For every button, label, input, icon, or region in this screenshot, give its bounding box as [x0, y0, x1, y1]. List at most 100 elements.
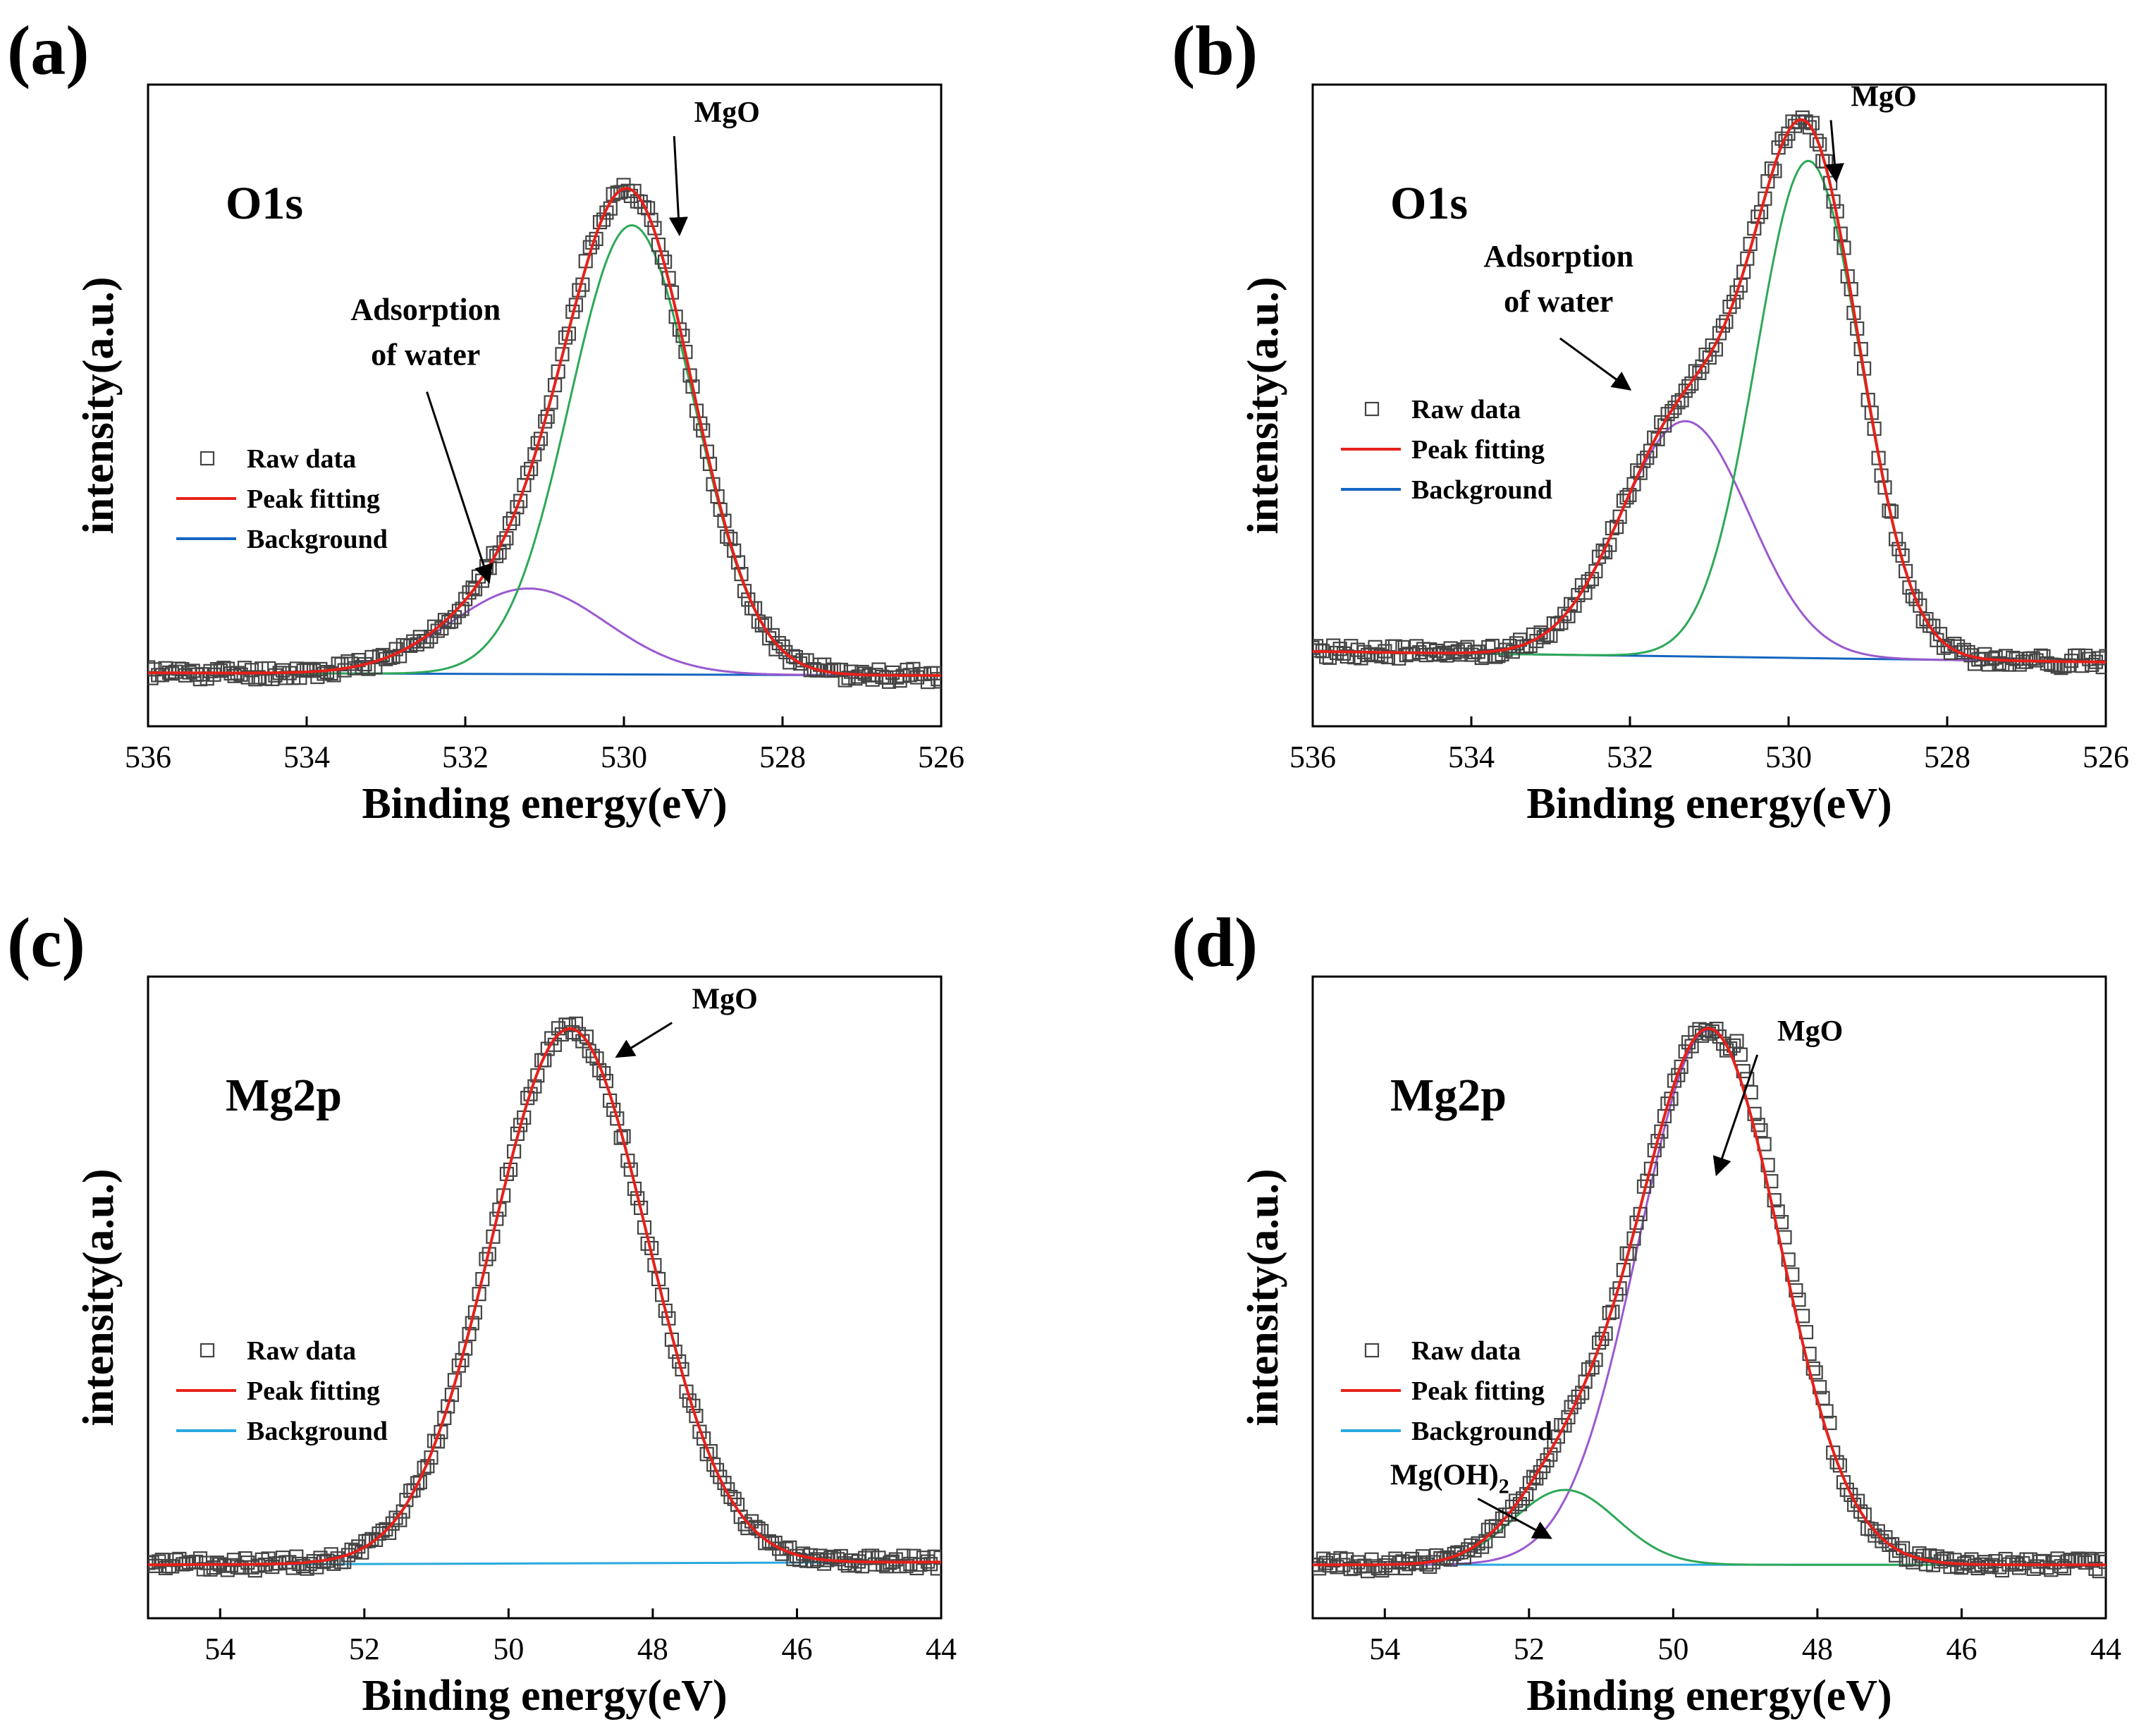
- annotation: MgO: [1825, 80, 1917, 183]
- raw-data-point: [1471, 1536, 1485, 1551]
- peak-fitting-line: [1313, 1027, 2106, 1567]
- raw-data-point: [1429, 643, 1444, 659]
- x-tick-label: 44: [926, 1632, 957, 1666]
- legend-label: Raw data: [1411, 1336, 1521, 1366]
- raw-data-point: [1404, 1551, 1420, 1566]
- raw-data-point: [489, 549, 504, 563]
- raw-data-point: [1567, 1395, 1582, 1410]
- peak-fitting-line: [1313, 118, 2106, 664]
- raw-data-point: [1829, 1455, 1844, 1469]
- x-tick-label: 536: [1289, 740, 1336, 774]
- raw-data-point: [178, 668, 193, 683]
- plot-frame: [147, 975, 943, 1620]
- x-tick-label: 50: [1657, 1632, 1688, 1666]
- legend-label: Raw data: [1411, 395, 1521, 424]
- raw-data-point: [1667, 401, 1682, 415]
- annotation-arrow: [1825, 120, 1844, 183]
- annotation-label: MgO: [1777, 1015, 1843, 1048]
- annotation: Adsorption of water: [1483, 239, 1633, 391]
- legend-symbol-raw-data: [200, 451, 215, 466]
- raw-data-point: [1612, 509, 1627, 524]
- raw-data-point: [1770, 1204, 1785, 1219]
- raw-data-point: [778, 644, 793, 660]
- raw-data-point: [1750, 1118, 1765, 1132]
- raw-data-point: [1313, 640, 1320, 655]
- annotation-label: MgO: [694, 97, 760, 129]
- raw-data-point: [523, 461, 539, 477]
- legend-label: Peak fitting: [247, 1376, 380, 1406]
- panel-label: (a): [7, 11, 90, 90]
- raw-data-point: [2099, 649, 2106, 664]
- component-peak-2: [1313, 1489, 2106, 1566]
- legend: Raw data Peak fitting Background: [1341, 395, 1552, 505]
- raw-data-point: [1805, 1361, 1820, 1376]
- y-axis-label: intensity(a.u.): [1239, 276, 1287, 534]
- raw-data-point: [1557, 1418, 1572, 1433]
- legend: Raw data Peak fitting Background: [176, 444, 388, 554]
- raw-data-point: [1978, 647, 1992, 661]
- legend-label: Raw data: [247, 1336, 356, 1366]
- y-axis-label: intensity(a.u.): [75, 1168, 123, 1426]
- raw-data-point: [623, 1162, 638, 1177]
- raw-data-point: [1740, 251, 1755, 266]
- panel-title: O1s: [1390, 178, 1468, 229]
- raw-data-point: [437, 1410, 452, 1426]
- x-tick-label: 530: [601, 740, 647, 774]
- annotation-label: MgO: [1851, 80, 1916, 113]
- raw-data-point: [1361, 647, 1375, 663]
- y-axis-label: intensity(a.u.): [1239, 1168, 1287, 1426]
- legend-symbol-raw-data: [200, 1343, 215, 1358]
- legend: Raw data Peak fitting Background: [1341, 1336, 1552, 1446]
- raw-data-point: [1853, 1504, 1868, 1519]
- raw-data-point: [1502, 1507, 1516, 1522]
- raw-data-point: [854, 664, 869, 680]
- raw-data-point: [1747, 1106, 1762, 1121]
- raw-data-point: [2011, 1560, 2027, 1575]
- x-tick-label: 532: [1607, 740, 1653, 774]
- panel-title: Mg2p: [226, 1070, 342, 1121]
- peak-fitting-line: [148, 1027, 941, 1567]
- raw-data-point: [2098, 1554, 2106, 1570]
- raw-data-point: [931, 672, 941, 687]
- panel-label: (d): [1172, 903, 1258, 982]
- raw-data-point: [189, 1554, 204, 1570]
- x-tick-label: 534: [1448, 740, 1495, 774]
- raw-data-point: [1564, 597, 1578, 611]
- raw-data-point: [1571, 587, 1586, 603]
- plot-area: [1313, 1021, 2106, 1579]
- annotation-arrow: [668, 136, 688, 237]
- raw-data-point: [1726, 294, 1741, 310]
- raw-data-point: [1595, 1331, 1610, 1347]
- raw-data-point: [1899, 563, 1913, 579]
- raw-data-point: [1939, 1551, 1954, 1566]
- peak-fitting-line: [148, 187, 941, 677]
- raw-data-point: [1802, 1346, 1817, 1362]
- raw-data-point: [754, 618, 769, 633]
- x-axis-label: Binding energy(eV): [362, 780, 727, 828]
- raw-data-point: [209, 1555, 224, 1570]
- x-tick-label: 526: [2083, 740, 2129, 774]
- raw-data-point: [1495, 647, 1509, 662]
- raw-data-point: [933, 1551, 941, 1565]
- raw-data-point: [1918, 1557, 1933, 1572]
- plot-frame: [147, 83, 943, 728]
- x-tick-label: 536: [125, 740, 171, 774]
- x-axis-label: Binding energy(eV): [1526, 780, 1891, 828]
- plot-area: [148, 178, 941, 690]
- annotation-arrow: [1712, 1054, 1759, 1177]
- raw-data-series: [148, 178, 941, 690]
- raw-data-point: [540, 1041, 555, 1056]
- raw-data-point: [1913, 598, 1927, 613]
- raw-data-point: [771, 1541, 787, 1556]
- legend-label: Peak fitting: [247, 484, 380, 514]
- raw-data-point: [644, 212, 658, 227]
- raw-data-point: [1681, 379, 1696, 393]
- plot-frame: [1311, 83, 2107, 728]
- raw-data-point: [1481, 640, 1496, 655]
- raw-data-point: [2085, 1553, 2099, 1568]
- raw-data-point: [1547, 1438, 1562, 1453]
- x-axis-label: Binding energy(eV): [362, 1672, 727, 1720]
- annotation: MgO: [1712, 1015, 1843, 1177]
- raw-data-point: [1767, 1193, 1782, 1208]
- raw-data-point: [551, 364, 565, 379]
